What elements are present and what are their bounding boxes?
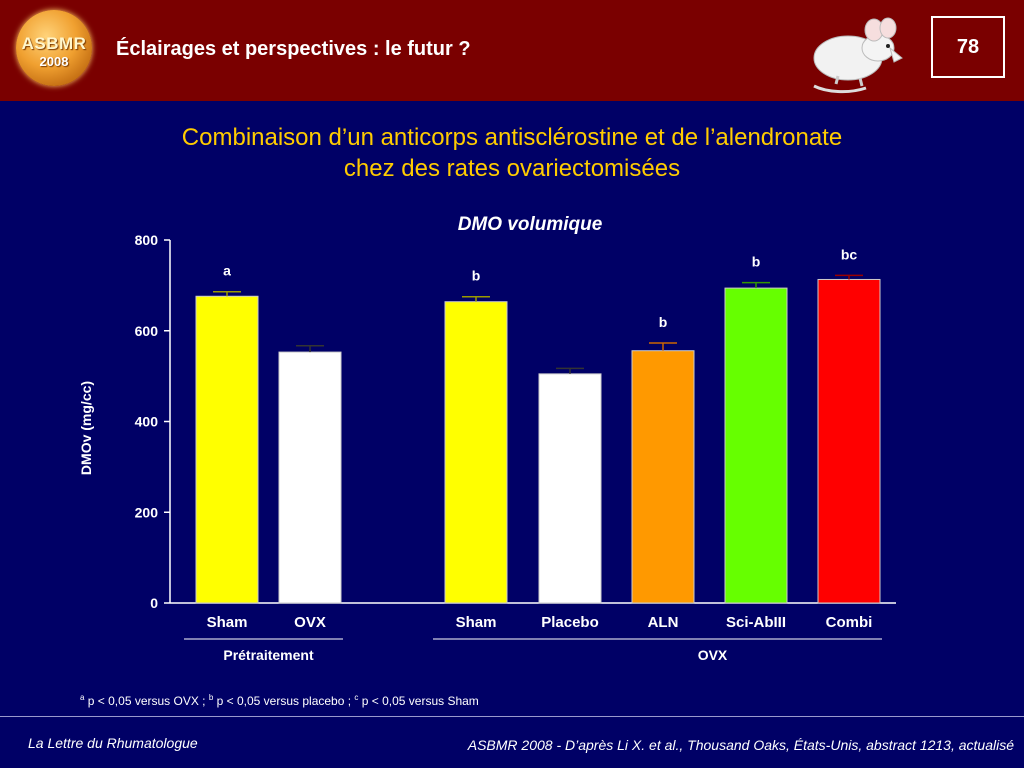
bar bbox=[444, 301, 508, 604]
bar-chart: DMO volumique 0 200 400 600 800 DMOv (mg/cc) a S… bbox=[78, 214, 896, 663]
y-tick-label: 400 bbox=[135, 414, 159, 430]
footnote-text-a: p < 0,05 versus OVX ; bbox=[84, 694, 209, 708]
logo-year: 2008 bbox=[39, 54, 69, 69]
significance-label: b bbox=[472, 268, 481, 284]
footnote-sup-a: a bbox=[80, 693, 85, 702]
x-tick-label: OVX bbox=[294, 614, 326, 631]
y-tick-label: 200 bbox=[135, 504, 159, 520]
bar bbox=[631, 350, 695, 604]
page-number-box: 78 bbox=[931, 16, 1005, 78]
footer-journal: La Lettre du Rhumatologue bbox=[28, 735, 198, 751]
bar bbox=[538, 373, 602, 604]
x-tick-label: Placebo bbox=[541, 614, 599, 631]
footnote-sup-c: c bbox=[354, 693, 359, 702]
footnote-text-b: p < 0,05 versus placebo ; bbox=[213, 694, 355, 708]
mouse-icon bbox=[813, 17, 903, 94]
asbmr-logo: ASBMR 2008 bbox=[16, 10, 92, 86]
bar bbox=[724, 287, 788, 604]
significance-label: b bbox=[752, 254, 761, 270]
bar bbox=[278, 351, 342, 604]
group-label: Prétraitement bbox=[223, 647, 314, 663]
header-bar: ASBMR 2008 Éclairages et perspectives : … bbox=[0, 0, 1024, 101]
x-tick-label: Sci-AbIII bbox=[726, 614, 786, 631]
chart-title: DMO volumique bbox=[458, 214, 603, 235]
bar bbox=[817, 278, 881, 604]
header-title: Éclairages et perspectives : le futur ? bbox=[116, 38, 471, 60]
footnote-text-c: p < 0,05 versus Sham bbox=[358, 694, 479, 708]
slide-title-line-1: Combinaison d’un anticorps antisclérosti… bbox=[181, 124, 843, 151]
significance-label: b bbox=[659, 314, 668, 330]
significance-label: a bbox=[223, 263, 231, 279]
y-tick-label: 600 bbox=[135, 323, 159, 339]
significance-label: bc bbox=[841, 246, 858, 262]
bar bbox=[195, 295, 259, 604]
footer-divider bbox=[0, 716, 1024, 717]
footnote-sup-b: b bbox=[208, 693, 214, 702]
footnote: a p < 0,05 versus OVX ; b p < 0,05 versu… bbox=[80, 693, 479, 708]
slide-title-line-2: chez des rates ovariectomisées bbox=[343, 155, 681, 182]
x-tick-label: ALN bbox=[648, 614, 679, 631]
footer-reference: ASBMR 2008 - D’après Li X. et al., Thous… bbox=[467, 737, 1014, 753]
x-tick-label: Sham bbox=[207, 614, 248, 631]
x-tick-label: Sham bbox=[456, 614, 497, 631]
page-number: 78 bbox=[956, 36, 980, 58]
y-tick-label: 0 bbox=[150, 595, 158, 611]
y-axis-label: DMOv (mg/cc) bbox=[78, 381, 94, 475]
x-tick-label: Combi bbox=[826, 614, 873, 631]
logo-text: ASBMR bbox=[21, 34, 87, 53]
group-label: OVX bbox=[698, 647, 728, 663]
y-tick-label: 800 bbox=[135, 232, 159, 248]
